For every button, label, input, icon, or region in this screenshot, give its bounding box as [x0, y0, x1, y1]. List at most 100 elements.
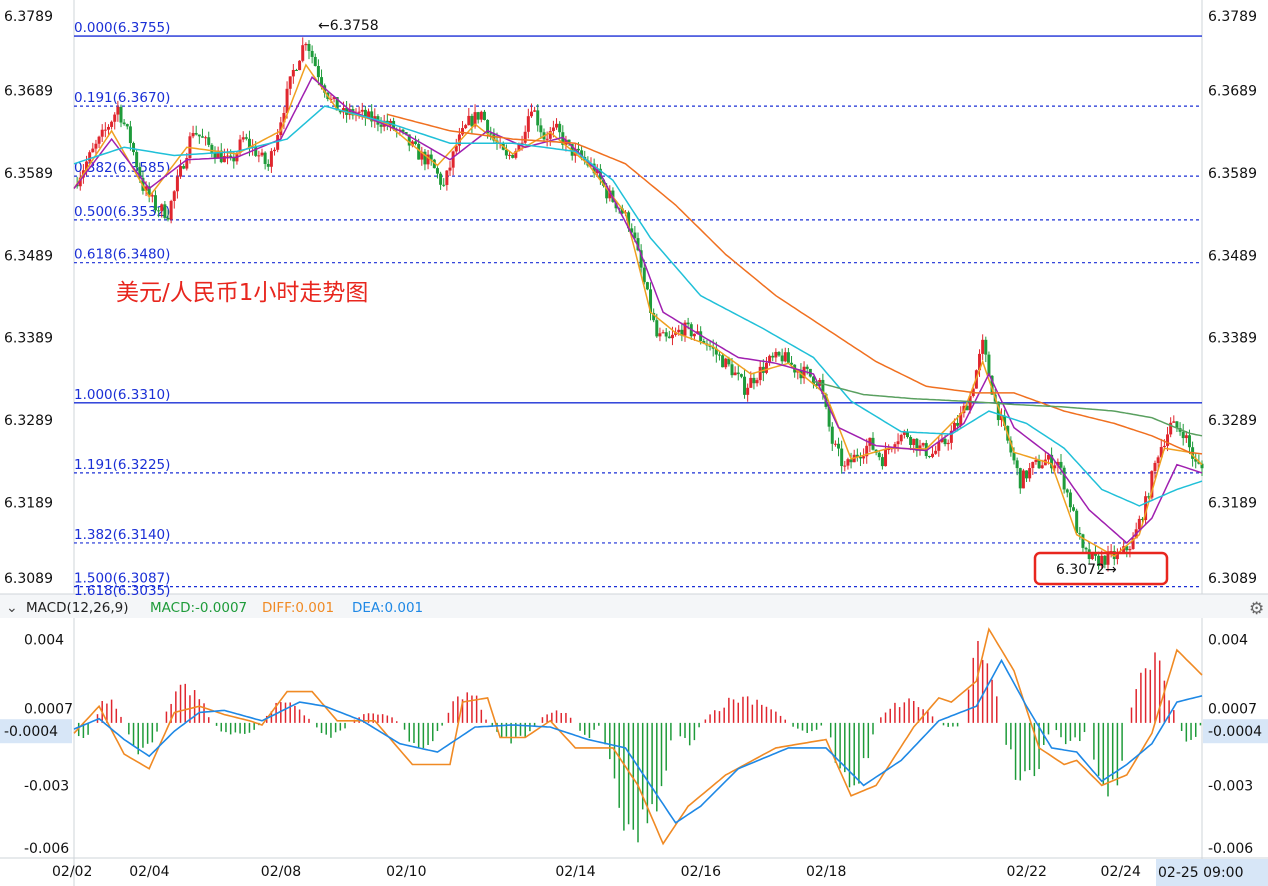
- candle-body: [934, 450, 938, 454]
- candle-body: [899, 434, 903, 442]
- candle-body: [786, 352, 790, 363]
- candle-body: [1028, 468, 1032, 479]
- indicator-header-bar: [0, 594, 1268, 618]
- candle-body: [987, 354, 991, 376]
- candle-body: [423, 151, 427, 165]
- moving-average-line: [813, 380, 1203, 437]
- candle-body: [821, 379, 825, 395]
- candle-body: [113, 114, 117, 122]
- candle-body: [379, 124, 383, 127]
- candle-body: [160, 204, 164, 211]
- macd-axis-tick-left: -0.003: [24, 778, 69, 794]
- candle-body: [247, 138, 251, 149]
- candle-body: [1012, 452, 1016, 461]
- candle-body: [1015, 460, 1019, 469]
- candle-body: [645, 282, 649, 290]
- candle-body: [1181, 431, 1185, 439]
- candle-body: [940, 438, 944, 442]
- date-axis-tick: 02/22: [1007, 864, 1047, 880]
- settings-gear-icon: ⚙: [1249, 599, 1264, 619]
- candle-body: [749, 377, 753, 388]
- candle-body: [605, 185, 609, 199]
- candle-body: [780, 355, 784, 362]
- price-axis-tick-left: 6.3489: [4, 248, 53, 264]
- candle-body: [432, 159, 436, 169]
- candle-body: [1021, 470, 1025, 489]
- candle-body: [580, 150, 584, 158]
- candle-body: [1034, 459, 1038, 462]
- date-axis-tick: 02/02: [52, 864, 92, 880]
- candle-body: [1109, 551, 1113, 553]
- candle-body: [116, 106, 120, 115]
- candle-body: [457, 134, 461, 146]
- candle-body: [783, 352, 787, 362]
- candle-body: [479, 111, 483, 120]
- candle-body: [492, 134, 496, 141]
- candle-body: [561, 132, 565, 145]
- candle-body: [893, 444, 897, 449]
- candle-body: [153, 195, 157, 211]
- candle-body: [827, 406, 831, 427]
- candle-body: [448, 167, 452, 171]
- candle-body: [956, 422, 960, 426]
- current-time-label: 02-25 09:00: [1158, 865, 1243, 881]
- candle-body: [1125, 546, 1129, 551]
- current-value-badge-right: [1203, 719, 1268, 744]
- candle-body: [1187, 435, 1191, 448]
- candle-body: [661, 332, 665, 334]
- candle-body: [486, 119, 490, 134]
- candle-body: [1031, 461, 1035, 469]
- candle-body: [163, 204, 167, 218]
- candle-body: [1072, 507, 1076, 511]
- candle-body: [520, 142, 524, 144]
- candle-body: [1050, 454, 1054, 469]
- candle-body: [771, 355, 775, 358]
- price-axis-tick-right: 6.3689: [1208, 83, 1257, 99]
- candle-body: [677, 329, 681, 333]
- date-axis-tick: 02/04: [129, 864, 169, 880]
- candle-body: [965, 405, 969, 411]
- moving-average-line: [73, 75, 1203, 545]
- candle-body: [667, 336, 671, 339]
- candle-body: [288, 76, 292, 89]
- candle-body: [254, 146, 258, 156]
- candle-body: [868, 437, 872, 446]
- price-axis-tick-right: 6.3489: [1208, 248, 1257, 264]
- candle-body: [169, 200, 173, 220]
- candle-body: [639, 250, 643, 268]
- candle-body: [445, 170, 449, 185]
- chart-title: 美元/人民币1小时走势图: [116, 280, 368, 306]
- price-axis-tick-right: 6.3089: [1208, 571, 1257, 587]
- fibonacci-label: 1.191(6.3225): [74, 457, 170, 473]
- candle-body: [100, 129, 104, 137]
- candle-body: [332, 97, 336, 99]
- candle-body: [746, 387, 750, 395]
- candle-body: [699, 331, 703, 342]
- candle-body: [1025, 470, 1029, 479]
- candle-body: [837, 443, 841, 449]
- candle-body: [341, 108, 345, 113]
- candle-body: [664, 332, 668, 337]
- price-axis-tick-left: 6.3689: [4, 83, 53, 99]
- candle-body: [952, 422, 956, 431]
- candle-body: [927, 456, 931, 458]
- candle-body: [1009, 440, 1013, 453]
- candle-body: [984, 339, 988, 355]
- candle-body: [526, 116, 530, 132]
- macd-axis-tick-left: 0.0007: [24, 701, 73, 717]
- candle-body: [135, 152, 139, 168]
- candle-body: [1156, 457, 1160, 463]
- candle-body: [1144, 496, 1148, 520]
- candle-body: [473, 112, 477, 127]
- date-axis-tick: 02/16: [681, 864, 721, 880]
- candle-body: [1115, 552, 1119, 560]
- macd-axis-tick-right: 0.0007: [1208, 701, 1257, 717]
- candle-body: [755, 380, 759, 384]
- price-axis-tick-right: 6.3589: [1208, 166, 1257, 182]
- candle-body: [736, 372, 740, 375]
- high-annotation: ←6.3758: [318, 18, 379, 34]
- candle-body: [285, 88, 289, 114]
- candle-body: [410, 141, 414, 146]
- candle-body: [1084, 547, 1088, 550]
